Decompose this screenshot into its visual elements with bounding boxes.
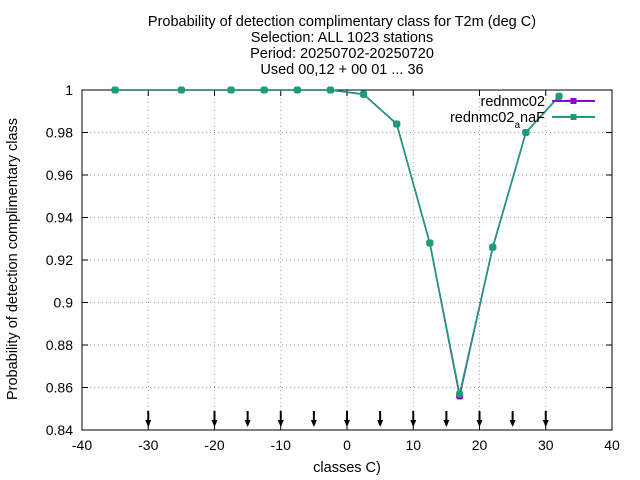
axes: -40 -30 -20 -10 0 10 20 30 40 0.84 0.86 0.88 0.9 0.92…	[46, 82, 620, 453]
series-2-point	[227, 86, 235, 94]
title-line-3: Period: 20250702-20250720	[250, 46, 434, 62]
class-marker-arrow	[145, 420, 152, 427]
class-marker-arrow	[509, 420, 516, 427]
series-2-point	[326, 86, 334, 94]
x-axis-label: classes C)	[313, 460, 381, 476]
class-marker-arrow	[542, 420, 549, 427]
y-tick-label: 0.96	[46, 167, 73, 183]
legend-marker-series-1	[570, 98, 577, 104]
series-2-line	[115, 89, 560, 395]
title-line-2: Selection: ALL 1023 stations	[251, 30, 433, 46]
class-marker-arrow	[344, 420, 350, 427]
class-marker-arrow	[410, 420, 417, 427]
class-marker-arrow	[377, 420, 384, 427]
chart-title: Probability of detection complimentary c…	[148, 14, 536, 78]
x-tick-label: -10	[271, 437, 291, 453]
legend: rednmc02 rednmc02anaF	[450, 94, 595, 131]
grid	[82, 90, 612, 430]
class-marker-arrow	[211, 420, 218, 427]
series	[111, 86, 563, 400]
y-tick-label: 0.92	[46, 252, 73, 268]
x-tick-label: 40	[604, 437, 620, 453]
legend-label-series-2-sub: a	[514, 120, 520, 131]
y-tick-label: 0.84	[46, 422, 73, 438]
class-marker-arrow	[310, 420, 317, 427]
x-tick-label: 10	[405, 437, 421, 453]
series-2-point	[293, 86, 301, 94]
x-tick-label: -40	[72, 437, 92, 453]
class-marker-arrow	[244, 420, 251, 427]
class-markers	[145, 411, 549, 427]
series-2-point	[555, 92, 563, 100]
x-tick-label: 0	[343, 437, 351, 453]
series-2-point	[426, 239, 434, 247]
y-axis-label: Probability of detection complimentary c…	[5, 118, 21, 400]
title-line-1: Probability of detection complimentary c…	[148, 14, 536, 30]
series-2-point	[360, 90, 368, 98]
legend-marker-series-2	[570, 114, 577, 120]
series-2-point	[260, 86, 268, 94]
x-tick-label: -30	[138, 437, 158, 453]
series-2-point	[111, 86, 119, 94]
class-marker-arrow	[277, 420, 284, 427]
legend-label-series-2: rednmc02anaF	[450, 110, 545, 131]
y-tick-label: 1	[65, 82, 73, 98]
series-2-point	[393, 120, 401, 128]
y-tick-label: 0.86	[46, 380, 73, 396]
series-2-point	[177, 86, 185, 94]
x-tick-label: 30	[538, 437, 554, 453]
series-1-line	[115, 89, 560, 397]
y-tick-label: 0.94	[46, 210, 73, 226]
x-tick-label: 20	[472, 437, 488, 453]
title-line-4: Used 00,12 + 00 01 ... 36	[260, 62, 423, 78]
series-2-point	[522, 129, 530, 136]
legend-label-series-2-tail: naF	[520, 110, 545, 126]
y-tick-label: 0.88	[46, 337, 73, 353]
class-marker-arrow	[443, 420, 450, 427]
legend-label-series-2-main: rednmc02	[450, 110, 514, 126]
series-2-point	[489, 243, 497, 251]
y-tick-label: 0.9	[54, 295, 74, 311]
class-marker-arrow	[476, 420, 483, 427]
series-2-point	[456, 390, 464, 398]
x-tick-label: -20	[204, 437, 224, 453]
legend-label-series-1: rednmc02	[481, 94, 545, 110]
y-tick-label: 0.98	[46, 125, 73, 141]
